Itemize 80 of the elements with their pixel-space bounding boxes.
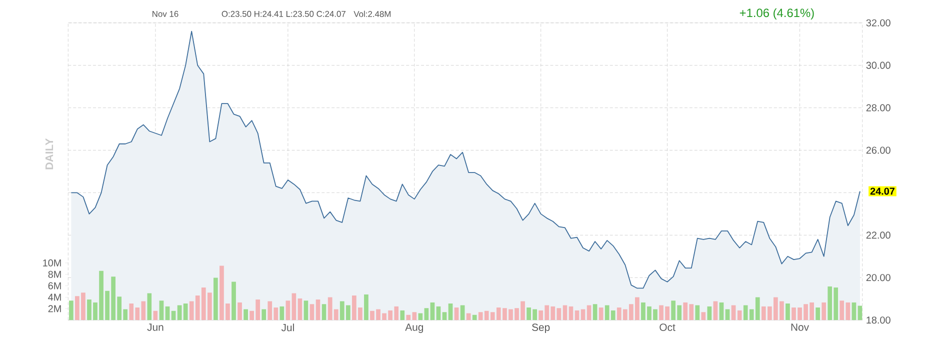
y2-tick-label: 10M bbox=[43, 259, 61, 266]
text: O:23.50 H:24.41 L:23.50 C:24.07 bbox=[222, 10, 346, 17]
bar bbox=[719, 302, 724, 320]
x-tick-label: Jun bbox=[147, 324, 164, 331]
bar bbox=[322, 304, 326, 320]
bar bbox=[580, 309, 586, 320]
bar bbox=[731, 305, 736, 320]
bar bbox=[460, 305, 465, 320]
bar bbox=[598, 308, 604, 320]
bar bbox=[592, 304, 598, 320]
bar bbox=[822, 302, 826, 320]
bar bbox=[394, 306, 399, 320]
y-tick-label: 28.00 bbox=[866, 104, 890, 112]
bar bbox=[454, 308, 459, 320]
x-tick-label: Nov bbox=[791, 324, 810, 331]
bar bbox=[586, 305, 592, 320]
bar bbox=[846, 302, 850, 320]
bar bbox=[840, 300, 844, 320]
bar bbox=[213, 278, 218, 320]
bar bbox=[852, 302, 856, 320]
bar bbox=[562, 305, 568, 320]
x-tick-label: Aug bbox=[405, 324, 423, 333]
bar bbox=[147, 293, 152, 320]
bar bbox=[466, 313, 471, 320]
y2-tick-label: 2M bbox=[48, 305, 61, 312]
bar bbox=[725, 309, 730, 320]
bar bbox=[286, 300, 290, 320]
y-tick-label: 22.00 bbox=[866, 232, 890, 239]
bar bbox=[424, 308, 429, 320]
bar bbox=[490, 312, 495, 320]
bar bbox=[232, 282, 236, 320]
data-label: 24.07 bbox=[870, 188, 894, 195]
bar bbox=[310, 304, 314, 320]
bar bbox=[298, 298, 302, 320]
bar bbox=[478, 312, 483, 320]
y-tick-label: 20.00 bbox=[866, 274, 890, 282]
bar bbox=[816, 308, 820, 320]
bar bbox=[436, 306, 441, 320]
text: Nov 16 bbox=[152, 10, 178, 17]
bar bbox=[442, 312, 447, 320]
bar bbox=[496, 308, 501, 320]
text: Vol:2.48M bbox=[354, 10, 391, 18]
y-tick-label: 18.00 bbox=[866, 316, 890, 324]
bar bbox=[68, 300, 74, 320]
y-tick-label: 30.00 bbox=[866, 62, 890, 69]
bar bbox=[713, 301, 718, 320]
bar bbox=[430, 302, 435, 320]
bar bbox=[412, 312, 417, 320]
bar bbox=[171, 310, 176, 320]
bar bbox=[165, 306, 170, 320]
y-tick-label: 32.00 bbox=[866, 19, 890, 26]
bar bbox=[858, 306, 862, 320]
bar bbox=[238, 302, 242, 320]
y2-tick-label: 8M bbox=[48, 270, 61, 278]
bar bbox=[364, 294, 368, 320]
bar bbox=[159, 300, 164, 320]
bar bbox=[786, 304, 790, 320]
bar bbox=[177, 305, 182, 320]
bar bbox=[418, 313, 423, 320]
bar bbox=[701, 312, 706, 320]
y-tick-label: 26.00 bbox=[866, 146, 890, 154]
x-tick-label: Sep bbox=[532, 324, 550, 334]
bar bbox=[707, 306, 712, 320]
x-tick-label: Oct bbox=[660, 324, 676, 332]
x-tick-label: Jul bbox=[281, 324, 294, 332]
text: +1.06 (4.61%) bbox=[740, 8, 814, 20]
y2-tick-label: 6M bbox=[48, 282, 61, 290]
y2-tick-label: 4M bbox=[48, 294, 61, 301]
bar bbox=[304, 300, 308, 320]
bar bbox=[244, 309, 248, 320]
bar bbox=[695, 305, 700, 320]
bar bbox=[484, 310, 489, 320]
bar bbox=[292, 293, 296, 320]
bar bbox=[280, 306, 284, 320]
bar bbox=[262, 309, 266, 320]
bar bbox=[448, 304, 453, 320]
bar bbox=[568, 306, 574, 320]
bar bbox=[183, 304, 188, 320]
bar bbox=[316, 300, 320, 320]
bar bbox=[153, 310, 158, 320]
